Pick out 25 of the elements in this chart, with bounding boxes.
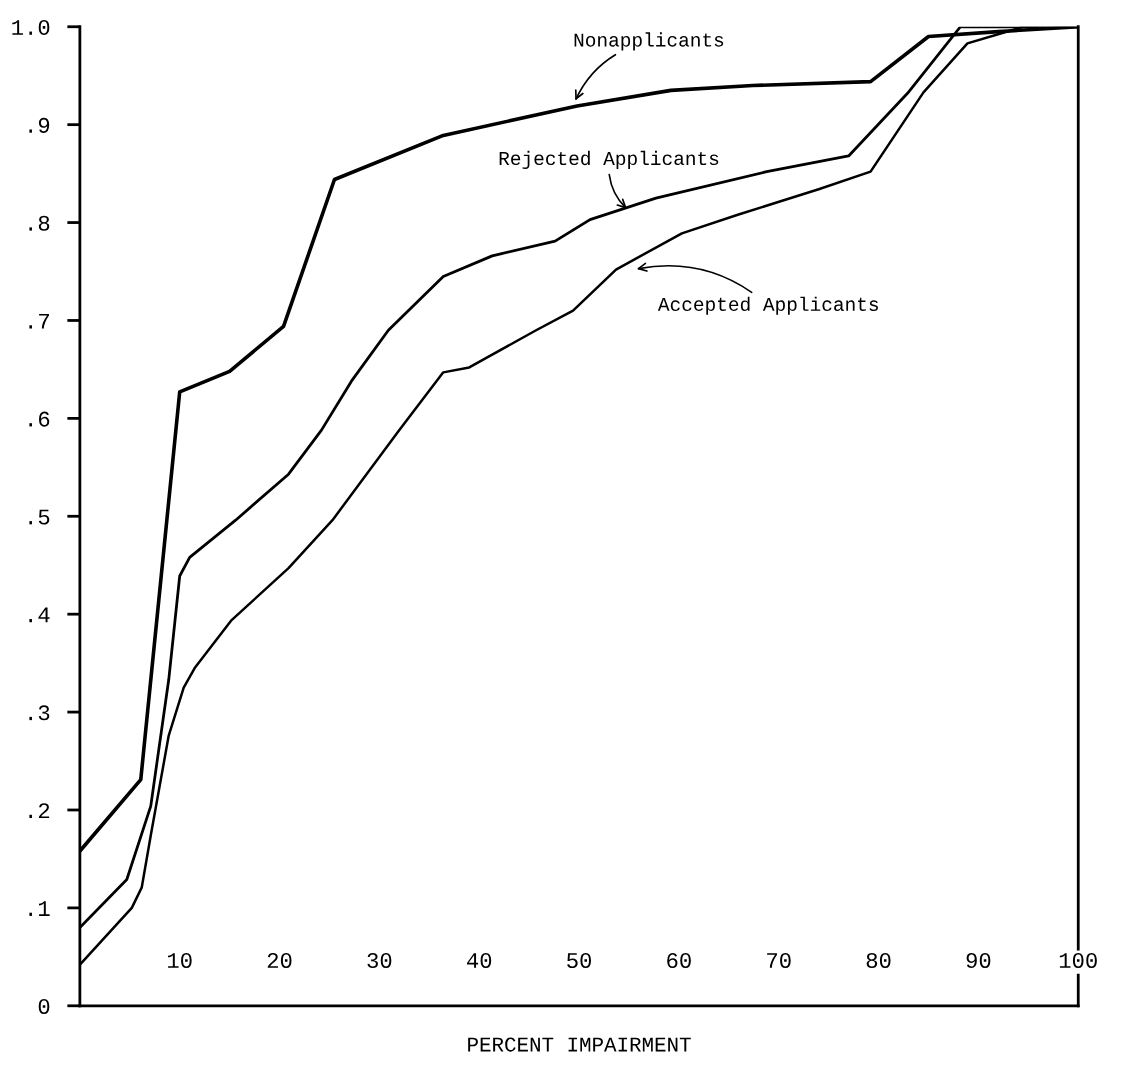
text: Accepted Applicants bbox=[657, 296, 878, 315]
x-tick-label: 30 bbox=[367, 952, 392, 969]
x-tick-label: 50 bbox=[567, 952, 592, 969]
y-tick-label: .2 bbox=[29, 803, 50, 819]
y-tick-label: .9 bbox=[29, 117, 50, 133]
y-tick-label: .7 bbox=[29, 313, 49, 329]
y-tick-label: .4 bbox=[29, 607, 50, 623]
y-tick-label: .3 bbox=[29, 705, 50, 721]
y-tick-label: .5 bbox=[29, 509, 50, 525]
x-tick-label: 100 bbox=[1059, 952, 1097, 969]
x-axis-title: PERCENT IMPAIRMENT bbox=[468, 1037, 691, 1052]
y-tick-label: .1 bbox=[29, 901, 50, 916]
x-tick-label: 80 bbox=[866, 952, 891, 969]
y-tick-label: .8 bbox=[29, 215, 50, 231]
x-tick-label: 90 bbox=[966, 952, 991, 969]
y-tick-label: 1.0 bbox=[12, 19, 50, 36]
x-tick-label: 10 bbox=[167, 952, 192, 969]
x-tick-label: 70 bbox=[767, 952, 791, 969]
x-tick-label: 40 bbox=[467, 952, 492, 969]
x-tick-label: 20 bbox=[267, 952, 292, 969]
y-tick-label: .6 bbox=[29, 411, 50, 427]
series-label: Nonapplicants bbox=[574, 32, 724, 51]
x-tick-label: 60 bbox=[667, 952, 691, 969]
y-tick-label: 0 bbox=[38, 998, 50, 1015]
series-label: Rejected Applicants bbox=[499, 150, 719, 169]
